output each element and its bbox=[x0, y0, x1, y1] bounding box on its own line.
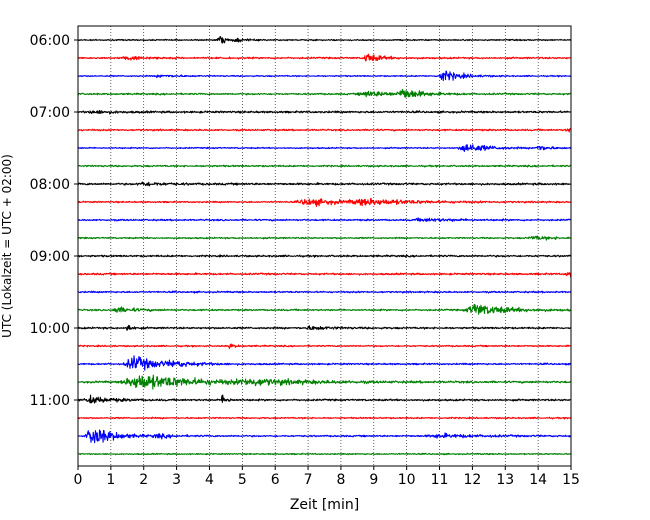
seismic-trace bbox=[77, 452, 572, 456]
seismic-trace bbox=[77, 88, 572, 98]
seismic-trace bbox=[77, 290, 572, 294]
seismic-trace bbox=[77, 127, 572, 133]
x-tick-label: 11 bbox=[431, 472, 449, 488]
seismic-trace bbox=[77, 343, 572, 350]
x-tick-label: 1 bbox=[106, 472, 115, 488]
y-axis-ticks: 06:00 07:00 08:00 09:00 10:00 11:00 bbox=[30, 33, 78, 409]
seismic-trace bbox=[77, 144, 572, 153]
y-tick-label: 11:00 bbox=[30, 393, 70, 409]
x-tick-label: 4 bbox=[205, 472, 214, 488]
seismic-trace bbox=[77, 429, 572, 444]
seismic-trace bbox=[77, 181, 572, 187]
x-tick-label: 3 bbox=[172, 472, 181, 488]
x-tick-label: 5 bbox=[238, 472, 247, 488]
seismic-trace bbox=[77, 217, 572, 222]
seismic-trace bbox=[77, 254, 572, 258]
x-tick-label: 15 bbox=[562, 472, 580, 488]
x-axis-ticks: 0 1 2 3 4 5 6 7 8 9 10 11 12 13 14 15 bbox=[74, 466, 580, 488]
seismic-trace bbox=[77, 164, 572, 168]
seismic-trace bbox=[77, 272, 572, 278]
y-tick-label: 10:00 bbox=[30, 321, 70, 337]
x-tick-label: 12 bbox=[463, 472, 481, 488]
seismic-trace bbox=[77, 416, 572, 420]
y-tick-label: 06:00 bbox=[30, 33, 70, 49]
y-tick-label: 09:00 bbox=[30, 249, 70, 265]
x-tick-label: 0 bbox=[74, 472, 83, 488]
x-tick-label: 14 bbox=[529, 472, 547, 488]
seismic-trace bbox=[77, 235, 572, 241]
seismic-trace bbox=[77, 197, 572, 207]
seismic-trace bbox=[77, 374, 572, 390]
x-tick-label: 7 bbox=[304, 472, 313, 488]
x-axis-label: Zeit [min] bbox=[290, 497, 359, 513]
trace-group bbox=[77, 36, 572, 456]
seismic-trace bbox=[77, 355, 572, 371]
x-tick-label: 8 bbox=[336, 472, 345, 488]
x-tick-label: 2 bbox=[139, 472, 148, 488]
seismic-trace bbox=[77, 394, 572, 404]
seismic-trace bbox=[77, 324, 572, 331]
vertical-grid bbox=[110, 26, 539, 466]
seismic-trace bbox=[77, 70, 572, 82]
seismic-trace bbox=[77, 109, 572, 115]
y-axis-label: UTC (Lokalzeit = UTC + 02:00) bbox=[0, 154, 14, 338]
x-tick-label: 9 bbox=[369, 472, 378, 488]
seismic-trace bbox=[77, 53, 572, 62]
x-tick-label: 13 bbox=[496, 472, 514, 488]
seismic-trace bbox=[77, 36, 572, 44]
x-tick-label: 10 bbox=[398, 472, 416, 488]
seismic-trace bbox=[77, 303, 572, 315]
y-tick-label: 07:00 bbox=[30, 105, 70, 121]
y-tick-label: 08:00 bbox=[30, 177, 70, 193]
x-tick-label: 6 bbox=[271, 472, 280, 488]
plot-frame bbox=[77, 25, 572, 467]
